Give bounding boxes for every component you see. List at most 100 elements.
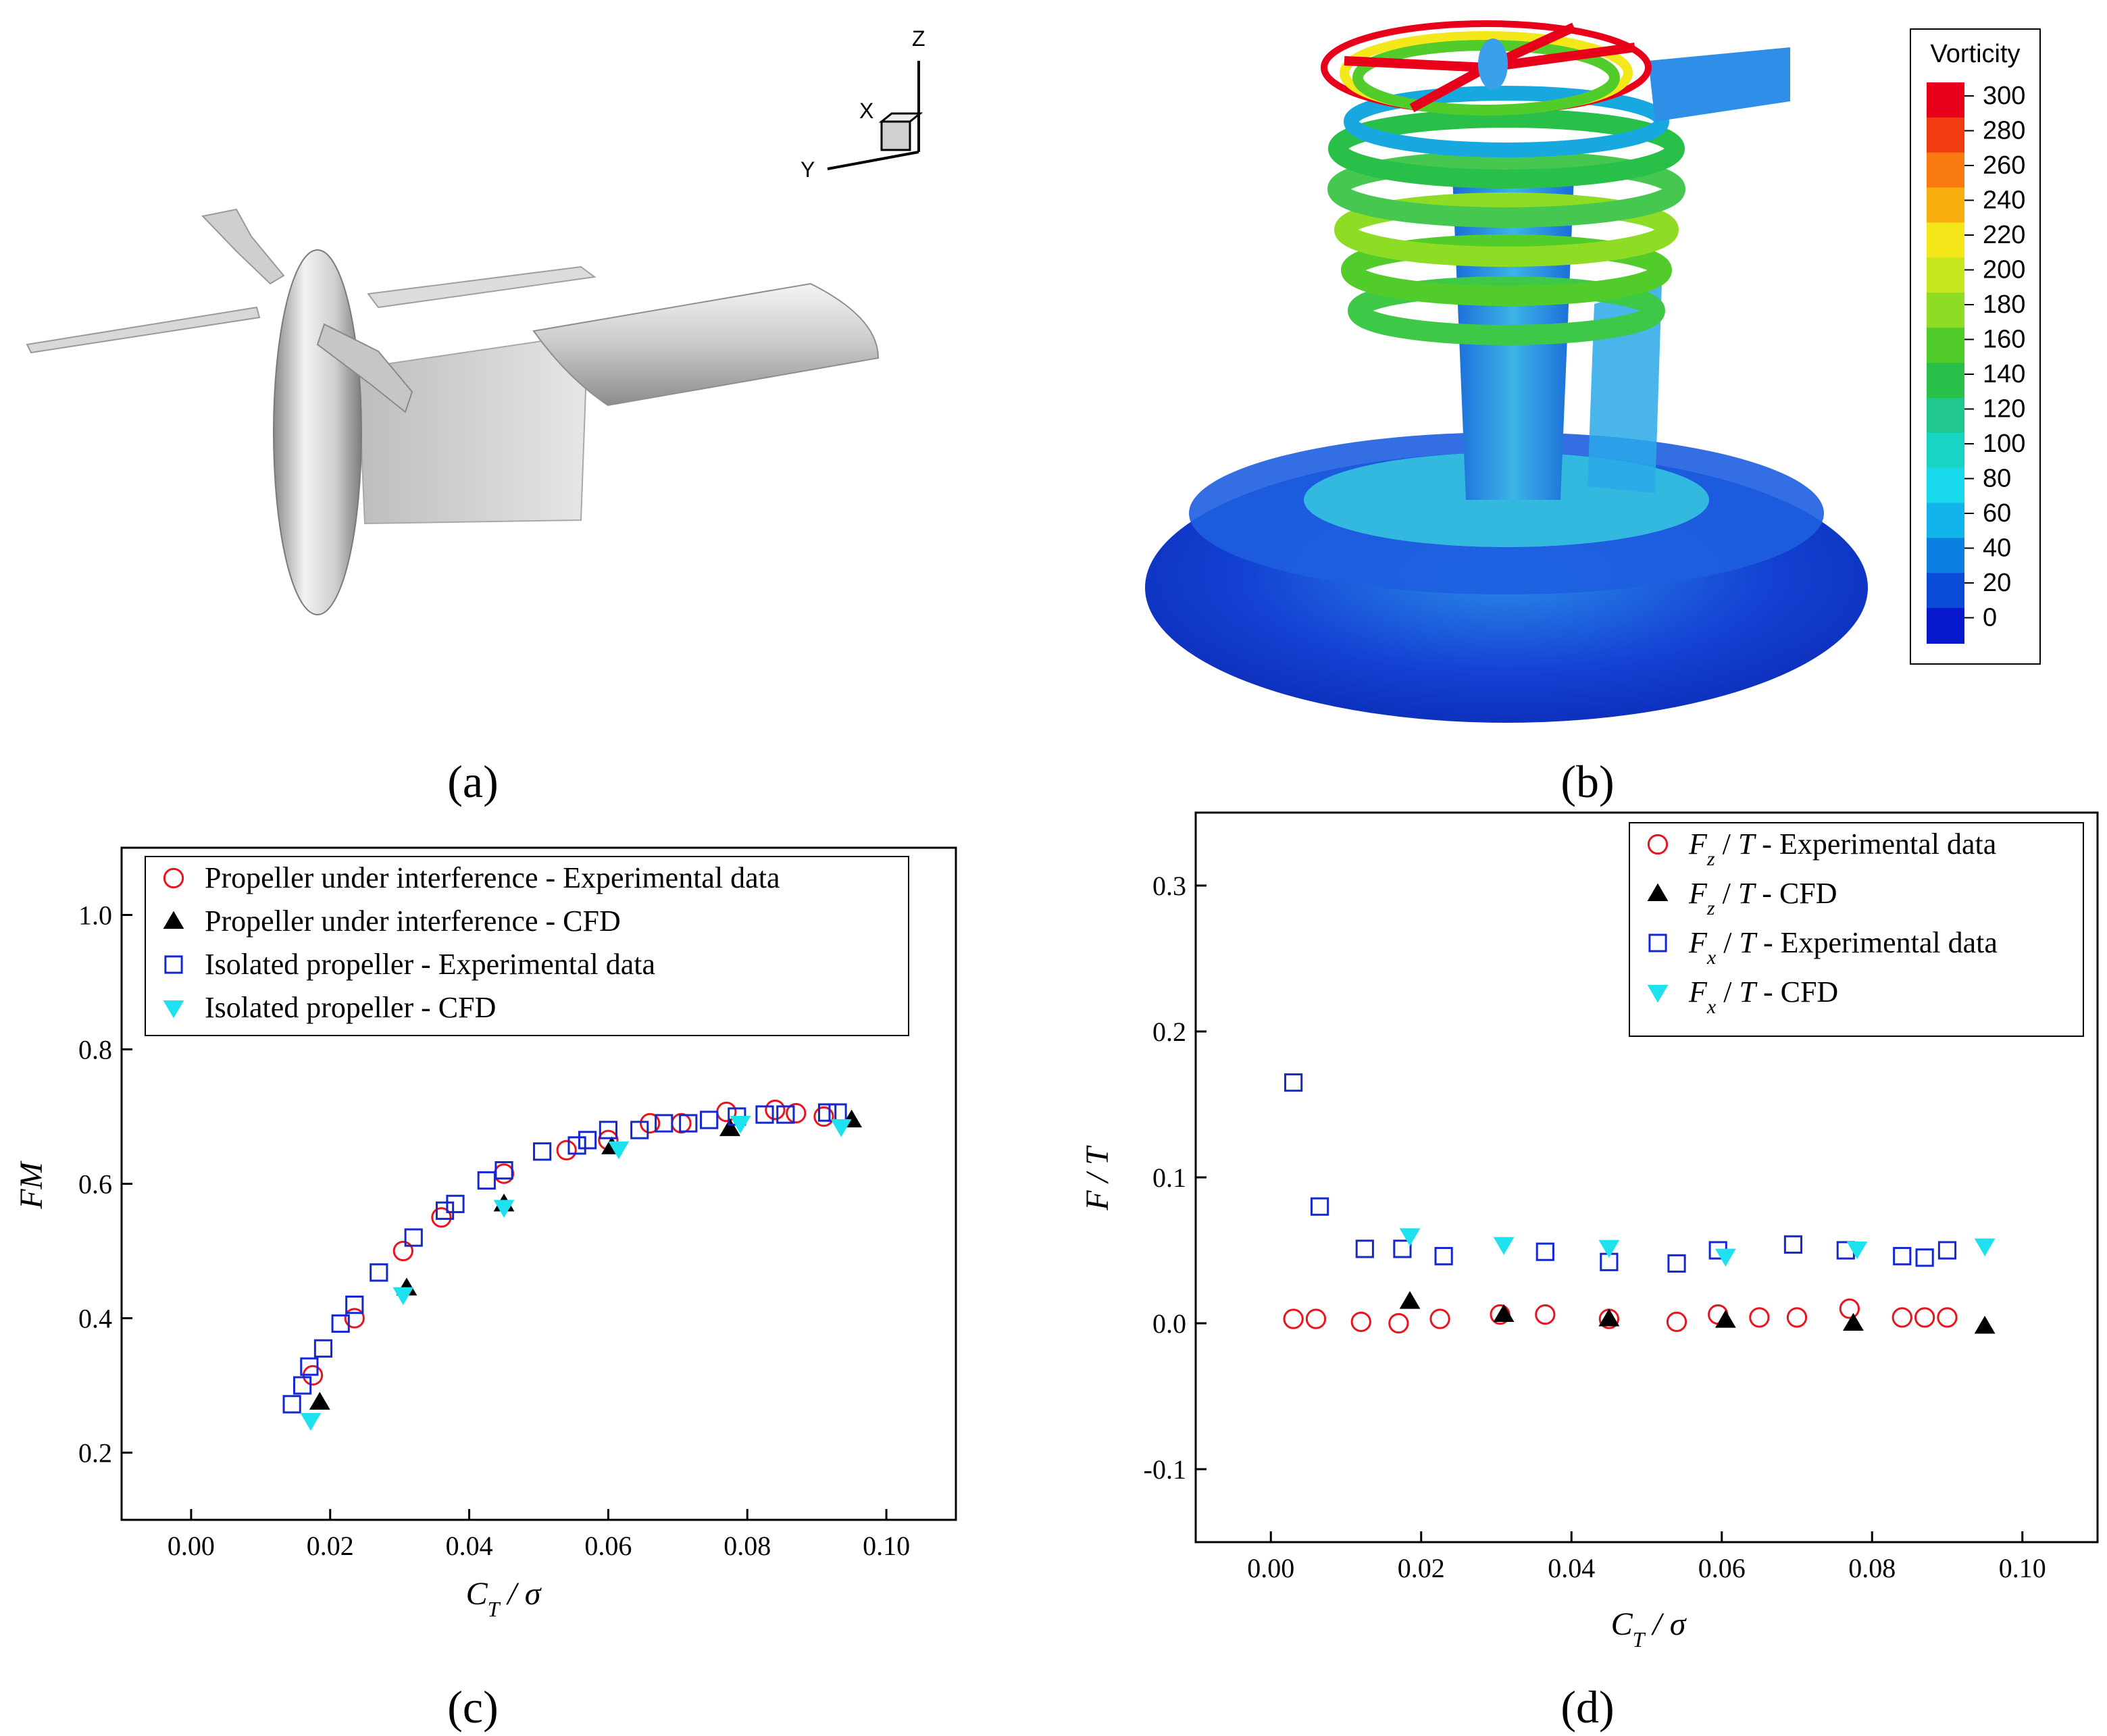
legend-label: Fx / T - Experimental data <box>1688 926 1998 969</box>
data-point <box>1914 1307 1935 1328</box>
data-point <box>578 1131 597 1150</box>
panel-b-vorticity <box>1145 20 1868 723</box>
legend-marker <box>1647 883 1669 901</box>
data-point <box>477 1171 496 1190</box>
wing-wake <box>1648 47 1790 122</box>
colorbar-swatch <box>1927 432 1964 469</box>
x-tick-label: 0.10 <box>863 1531 910 1561</box>
legend-label: Fz / T - CFD <box>1688 877 1837 919</box>
data-point <box>1892 1307 1912 1328</box>
propeller-blade-far <box>367 265 596 309</box>
panel-label-b: (b) <box>1560 756 1614 807</box>
legend-marker <box>163 867 184 889</box>
y-tick-label: 0.0 <box>1152 1308 1186 1339</box>
data-point <box>533 1142 552 1161</box>
data-point <box>1846 1241 1868 1260</box>
colorbar-tick-label: 180 <box>1983 290 2025 319</box>
data-point <box>493 1163 515 1184</box>
data-point <box>1305 1308 1327 1329</box>
x-tick-label: 0.02 <box>1398 1553 1445 1583</box>
data-point <box>1283 1308 1304 1329</box>
data-point <box>282 1395 301 1414</box>
legend-label: Propeller under interference - CFD <box>205 904 621 938</box>
colorbar-tick-label: 260 <box>1983 151 2025 180</box>
y-tick-label: 0.3 <box>1152 871 1186 901</box>
propeller-blade-upper <box>201 208 285 285</box>
y-tick-label: 1.0 <box>78 900 112 931</box>
colorbar-swatch <box>1927 397 1964 434</box>
data-point <box>431 1207 452 1228</box>
x-tick-label: 0.04 <box>446 1531 493 1561</box>
data-point <box>1434 1247 1453 1266</box>
colorbar-swatch <box>1927 328 1964 363</box>
data-point <box>818 1103 837 1122</box>
panel-label-d: (d) <box>1560 1681 1614 1733</box>
legend-marker <box>163 1000 184 1019</box>
nacelle <box>273 249 362 615</box>
panel-label-a: (a) <box>447 756 498 807</box>
data-point <box>1493 1237 1515 1255</box>
colorbar-swatch <box>1927 117 1964 153</box>
data-point <box>313 1339 333 1358</box>
data-point <box>765 1099 786 1121</box>
legend-label: Fz / T - Experimental data <box>1688 827 1996 870</box>
colorbar-swatch <box>1927 363 1964 399</box>
legend-label: Isolated propeller - Experimental data <box>205 948 655 981</box>
data-point <box>1843 1312 1864 1331</box>
triad-y-label: Y <box>801 157 815 182</box>
legend-marker <box>1647 985 1669 1003</box>
data-point <box>679 1114 698 1133</box>
rotor-disk <box>1321 20 1652 116</box>
data-point <box>1598 1308 1620 1327</box>
data-point <box>1715 1310 1736 1328</box>
data-point <box>494 1161 513 1180</box>
x-axis-label: CT / σ <box>1611 1606 1687 1652</box>
data-point <box>567 1136 586 1155</box>
data-point <box>1429 1308 1450 1329</box>
colorbar-tick-label: 200 <box>1983 256 2025 284</box>
axis-triad: Z X Y <box>801 26 925 182</box>
data-point <box>1839 1298 1860 1319</box>
data-point <box>1715 1248 1736 1267</box>
data-point <box>1749 1307 1770 1328</box>
data-point <box>1493 1304 1515 1323</box>
data-point <box>776 1105 795 1124</box>
data-point <box>1399 1228 1421 1246</box>
y-tick-label: 0.2 <box>78 1438 112 1469</box>
data-point <box>1974 1315 1996 1334</box>
chart-ft-vs-ct: 0.00 0.02 0.04 0.06 0.08 0.10 -0.1 0.0 0.1 0.2 0.3… <box>1080 811 2099 1652</box>
colorbar-tick-label: 20 <box>1983 569 2011 597</box>
data-point <box>1666 1311 1687 1332</box>
colorbar-swatch <box>1927 503 1964 539</box>
x-tick-label: 0.06 <box>1698 1553 1746 1583</box>
data-point <box>1355 1240 1374 1258</box>
y-axis-label: F / T <box>1080 1145 1115 1211</box>
data-point <box>655 1114 674 1133</box>
data-point <box>370 1263 388 1282</box>
data-point <box>640 1113 661 1134</box>
data-point <box>293 1376 312 1395</box>
data-point <box>1598 1240 1620 1258</box>
x-tick-label: 0.00 <box>1247 1553 1294 1583</box>
colorbar-title: Vorticity <box>1930 40 2020 68</box>
data-point <box>599 1121 618 1140</box>
data-point <box>830 1119 852 1138</box>
legend-marker <box>1647 834 1669 855</box>
colorbar-tick-label: 120 <box>1983 395 2025 424</box>
data-point <box>435 1201 455 1220</box>
data-point <box>1893 1247 1912 1266</box>
y-axis-label: FM <box>14 1160 49 1209</box>
data-point <box>392 1287 414 1306</box>
colorbar-tick-label: 80 <box>1983 465 2011 493</box>
data-point <box>630 1121 649 1140</box>
data-point <box>1399 1291 1421 1309</box>
colorbar-tick-label: 140 <box>1983 360 2025 388</box>
propeller-blade-left <box>26 306 261 354</box>
data-point <box>1937 1241 1957 1260</box>
legend-label: Propeller under interference - Experimen… <box>205 861 780 894</box>
colorbar-tick-label: 240 <box>1983 186 2025 215</box>
colorbar-swatch <box>1927 187 1964 224</box>
data-point <box>671 1113 692 1134</box>
data-point <box>1915 1248 1934 1267</box>
colorbar-tick-label: 100 <box>1983 430 2025 458</box>
